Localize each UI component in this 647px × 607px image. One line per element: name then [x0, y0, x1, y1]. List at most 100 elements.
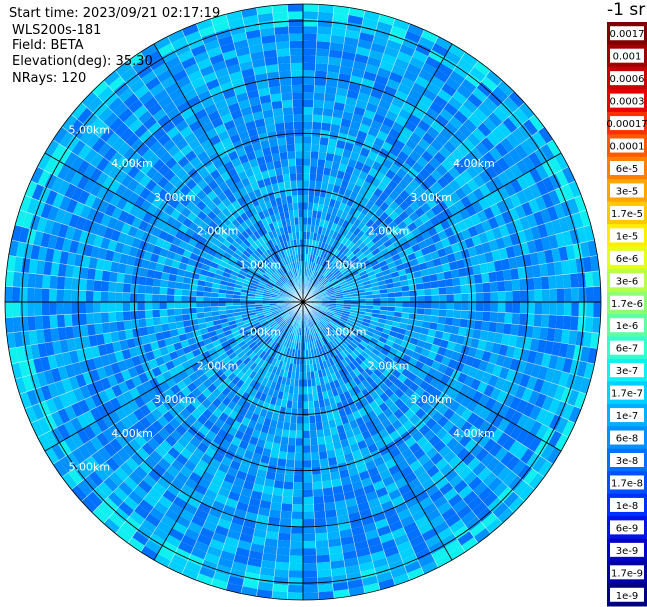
radar-cell	[229, 363, 238, 373]
radar-cell	[528, 198, 540, 214]
radar-cell	[494, 446, 509, 462]
radar-cell	[421, 62, 438, 76]
radar-cell	[171, 477, 185, 491]
radar-cell	[162, 240, 172, 251]
radar-cell	[351, 270, 359, 277]
radar-cell	[394, 477, 408, 489]
radar-cell	[237, 362, 247, 371]
radar-cell	[394, 205, 405, 216]
radar-cell	[211, 92, 226, 104]
radar-cell	[88, 471, 104, 487]
radar-cell	[293, 277, 298, 285]
radar-cell	[231, 209, 241, 219]
radar-cell	[114, 467, 129, 482]
radar-cell	[132, 58, 149, 73]
radar-cell	[318, 286, 325, 292]
radar-cell	[461, 452, 476, 466]
radar-cell	[180, 173, 193, 185]
radar-cell	[102, 414, 115, 429]
radar-cell	[467, 246, 478, 258]
radar-cell	[444, 468, 459, 483]
radar-cell	[260, 360, 268, 370]
radar-cell	[306, 364, 311, 373]
radar-cell	[145, 317, 154, 327]
radar-cell	[327, 310, 335, 314]
radar-cell	[288, 340, 293, 349]
radar-cell	[303, 379, 308, 387]
radar-cell	[319, 234, 325, 243]
radar-cell	[314, 181, 322, 190]
radar-cell	[162, 101, 177, 115]
radar-cell	[211, 196, 222, 207]
radar-cell	[358, 302, 366, 306]
radar-cell	[342, 149, 352, 159]
radar-cell	[527, 302, 535, 315]
radar-cell	[183, 502, 198, 516]
radar-cell	[448, 203, 460, 216]
radar-cell	[182, 319, 192, 328]
radar-cell	[212, 451, 225, 463]
radar-cell	[210, 364, 220, 374]
radar-cell	[363, 109, 376, 120]
radar-cell	[466, 132, 481, 147]
radar-cell	[211, 500, 226, 512]
radar-cell	[190, 490, 205, 502]
radar-cell	[70, 432, 84, 449]
radar-cell	[363, 484, 376, 495]
radar-cell	[64, 405, 77, 421]
radar-cell	[535, 408, 549, 424]
radar-cell	[237, 350, 246, 359]
radar-cell	[283, 249, 289, 258]
radar-cell	[178, 333, 188, 342]
radar-cell	[222, 49, 238, 61]
radar-cell	[37, 153, 52, 170]
radar-cell	[290, 224, 296, 233]
radar-cell	[175, 321, 185, 329]
radar-cell	[293, 319, 298, 327]
radar-cell	[235, 259, 245, 267]
radar-cell	[345, 29, 361, 40]
radar-cell	[138, 220, 149, 232]
radar-cell	[214, 123, 227, 135]
radar-cell	[429, 514, 446, 529]
radar-cell	[120, 416, 134, 430]
radar-cell	[486, 457, 501, 472]
radar-cell	[242, 579, 259, 590]
radar-cell	[240, 302, 248, 306]
radar-cell	[354, 356, 363, 366]
radar-cell	[217, 518, 232, 530]
radar-cell	[448, 166, 461, 180]
radar-cell	[337, 462, 348, 472]
radar-cell	[261, 334, 269, 342]
radar-cell	[270, 276, 277, 283]
radar-cell	[152, 158, 165, 172]
radar-cell	[171, 132, 184, 145]
radar-cell	[373, 267, 383, 275]
radar-cell	[231, 376, 241, 386]
radar-cell	[439, 127, 454, 141]
radar-cell	[243, 356, 252, 366]
radar-cell	[303, 489, 314, 498]
radar-cell	[5, 286, 13, 302]
radar-cell	[309, 334, 314, 342]
radar-cell	[320, 353, 326, 362]
radar-cell	[143, 96, 159, 111]
radar-cell	[404, 471, 418, 484]
radar-cell	[251, 58, 266, 68]
radar-cell	[288, 165, 297, 174]
radar-cell	[250, 490, 263, 500]
radar-cell	[127, 191, 140, 205]
radar-cell	[413, 173, 426, 185]
radar-cell	[259, 500, 272, 510]
radar-cell	[290, 540, 303, 549]
radar-cell	[423, 341, 433, 351]
radar-cell	[386, 513, 401, 526]
radar-cell	[180, 419, 193, 431]
radar-cell	[303, 460, 312, 468]
radar-cell	[188, 138, 201, 151]
radar-cell	[216, 360, 226, 370]
radar-cell	[357, 343, 366, 351]
radar-cell	[373, 368, 383, 378]
radar-cell	[289, 310, 296, 316]
radar-cell	[343, 299, 352, 302]
